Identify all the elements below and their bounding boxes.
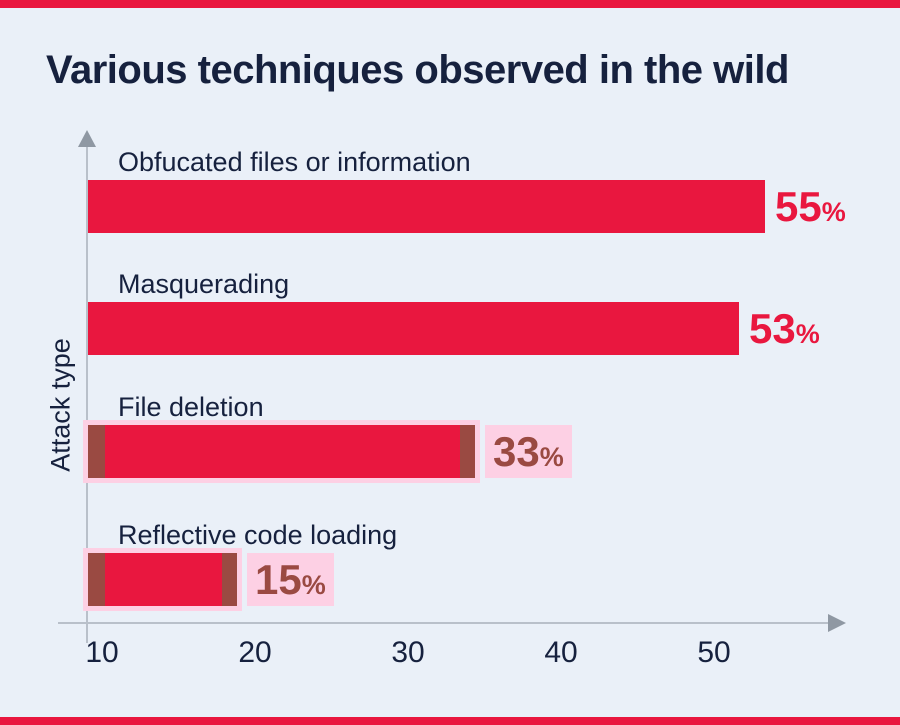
- bar: [88, 553, 237, 606]
- x-axis-tick-label: 40: [544, 636, 578, 669]
- x-axis-line: [58, 622, 828, 624]
- bar-category-label: Obfucated files or information: [118, 147, 471, 177]
- bar-value-number: 33: [493, 428, 540, 475]
- bar: [88, 425, 475, 478]
- y-axis-label: Attack type: [45, 338, 76, 472]
- bar-value-number: 15: [255, 556, 302, 603]
- bar-value: 33%: [485, 425, 572, 478]
- bar-category-label: Masquerading: [118, 269, 290, 299]
- value-percent-sign: %: [795, 319, 820, 349]
- value-percent-sign: %: [821, 197, 846, 227]
- y-axis-arrow-icon: [78, 130, 96, 147]
- bar-value: 15%: [247, 553, 334, 606]
- bar-category-label: File deletion: [118, 392, 264, 422]
- x-axis-arrow-icon: [828, 614, 846, 632]
- y-axis-line: [86, 146, 88, 643]
- bar-value-number: 53: [749, 305, 796, 352]
- bar: [88, 302, 739, 355]
- chart-title: Various techniques observed in the wild: [46, 48, 789, 92]
- value-percent-sign: %: [301, 570, 326, 600]
- x-axis-tick-label: 20: [238, 636, 272, 669]
- bar-value-number: 55: [775, 183, 822, 230]
- x-axis-tick-label: 30: [391, 636, 425, 669]
- bar-value: 55%: [775, 180, 846, 233]
- bottom-accent-bar: [0, 717, 900, 725]
- value-percent-sign: %: [539, 442, 564, 472]
- top-accent-bar: [0, 0, 900, 8]
- x-axis-tick-label: 10: [85, 636, 119, 669]
- x-axis-tick-label: 50: [697, 636, 731, 669]
- bar-value: 53%: [749, 302, 820, 355]
- bar: [88, 180, 765, 233]
- bar-category-label: Reflective code loading: [118, 520, 398, 550]
